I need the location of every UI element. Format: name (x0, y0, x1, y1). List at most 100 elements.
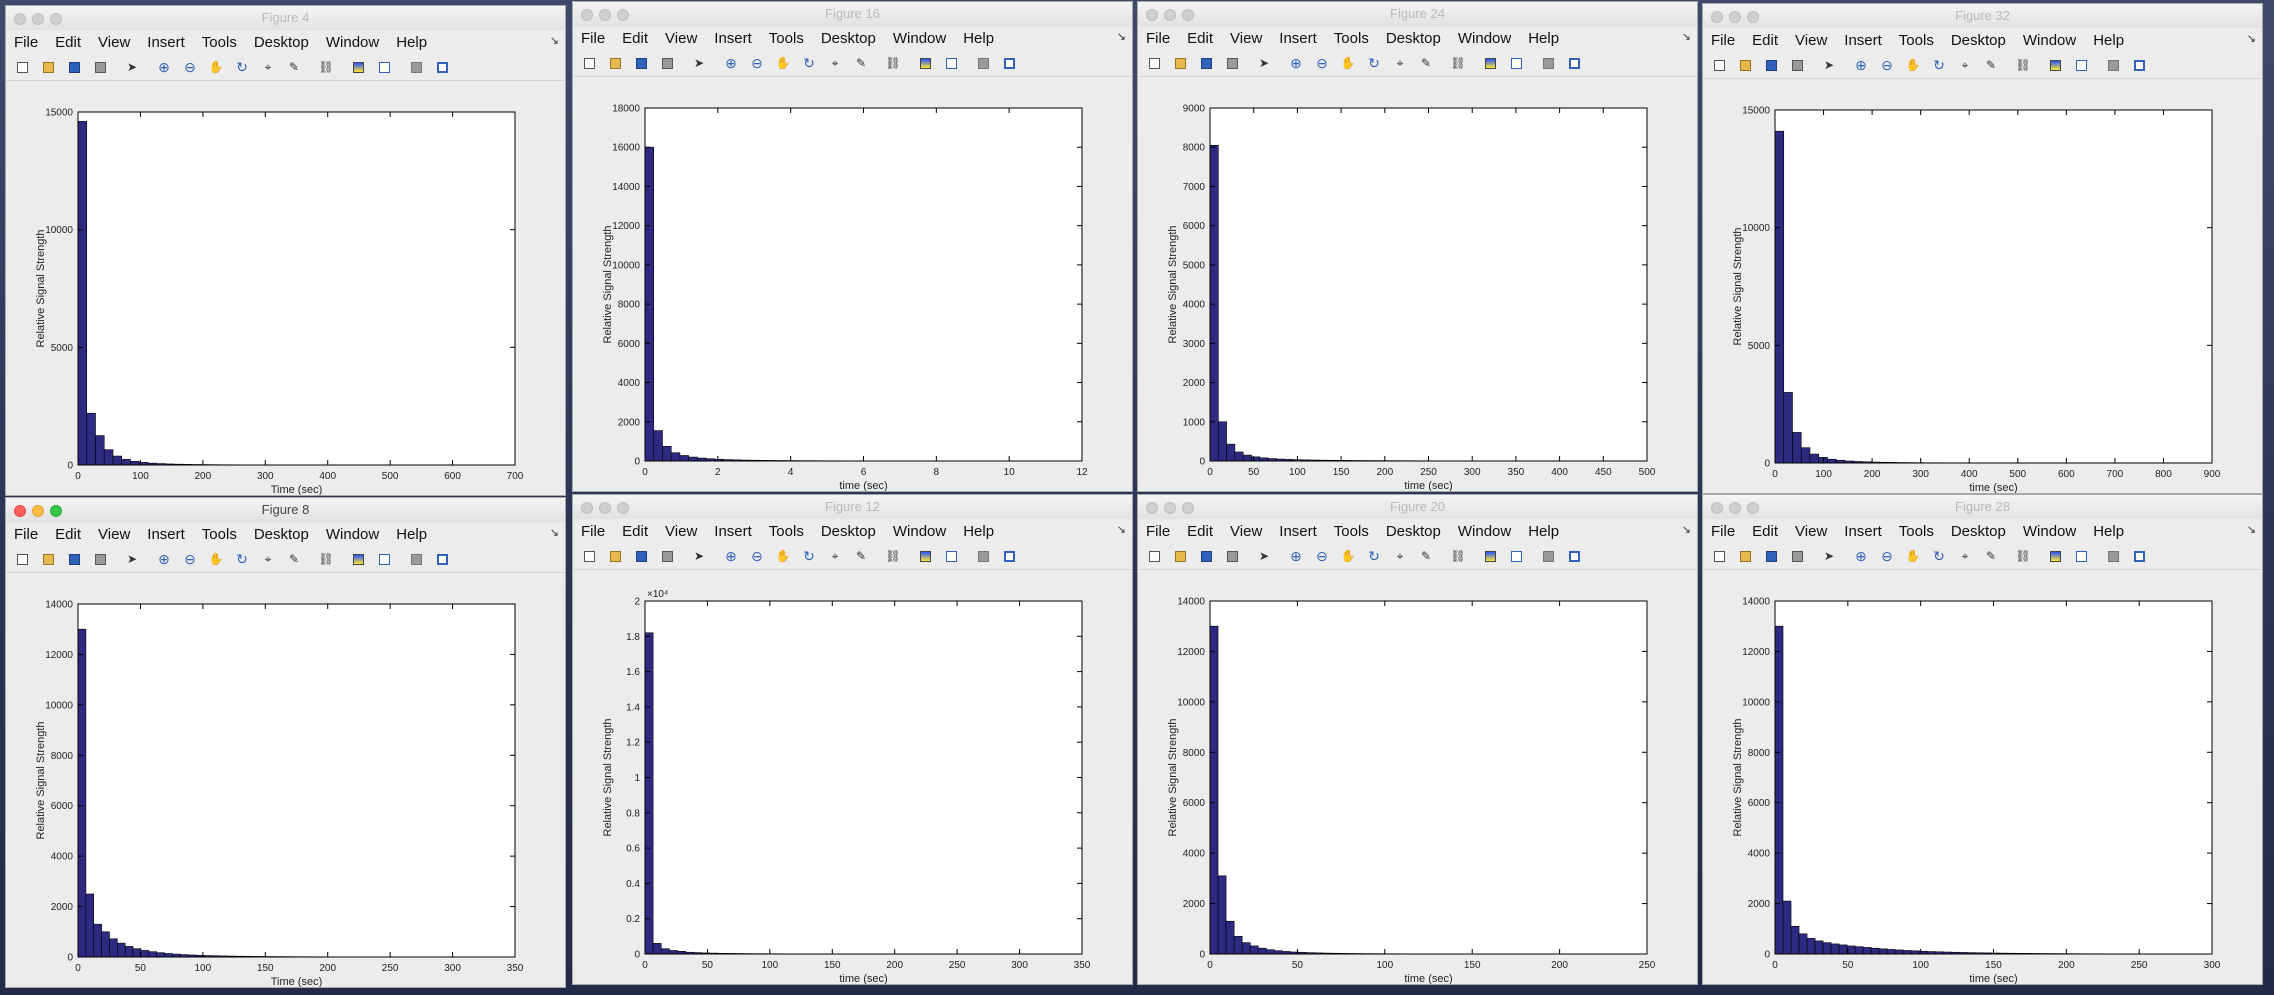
minimize-button[interactable] (1729, 11, 1741, 23)
new-figure-icon[interactable] (1146, 548, 1162, 564)
open-file-icon[interactable] (1172, 55, 1188, 71)
title-bar[interactable]: Figure 8 (6, 498, 565, 522)
menu-insert[interactable]: Insert (1844, 31, 1882, 49)
edit-plot-arrow-icon[interactable]: ➤ (693, 56, 705, 70)
menu-insert[interactable]: Insert (714, 29, 752, 47)
menu-window[interactable]: Window (1457, 29, 1512, 47)
menu-window[interactable]: Window (325, 525, 380, 543)
new-figure-icon[interactable] (14, 59, 30, 75)
hide-plot-tools-icon[interactable] (1540, 55, 1556, 71)
brush-icon[interactable]: ✎ (1420, 56, 1432, 70)
colorbar-icon[interactable] (1482, 548, 1498, 564)
menu-help[interactable]: Help (963, 522, 995, 540)
open-file-icon[interactable] (1172, 548, 1188, 564)
data-cursor-icon[interactable]: ⌖ (264, 552, 272, 566)
edit-plot-arrow-icon[interactable]: ➤ (1823, 58, 1835, 72)
menu-window[interactable]: Window (892, 522, 947, 540)
menu-view[interactable]: View (665, 29, 698, 47)
zoom-button[interactable] (1747, 502, 1759, 514)
new-figure-icon[interactable] (1711, 548, 1727, 564)
menu-window[interactable]: Window (325, 33, 380, 51)
link-plot-icon[interactable]: ⛓ (318, 552, 334, 566)
dock-arrow-icon[interactable]: ↘ (549, 527, 559, 539)
menu-desktop[interactable]: Desktop (1385, 522, 1441, 540)
brush-icon[interactable]: ✎ (1985, 58, 1997, 72)
title-bar[interactable]: Figure 20 (1138, 495, 1697, 519)
save-icon[interactable] (1763, 548, 1779, 564)
zoom-in-icon[interactable]: ⊕ (725, 55, 737, 71)
close-button[interactable] (14, 13, 26, 25)
figure-window-5[interactable]: Figure 8 File Edit View Insert Tools Des… (5, 497, 566, 988)
menu-file[interactable]: File (1146, 522, 1171, 540)
dock-arrow-icon[interactable]: ↘ (2246, 33, 2256, 45)
figure-window-3[interactable]: Figure 24 File Edit View Insert Tools De… (1137, 1, 1698, 492)
title-bar[interactable]: Figure 16 (573, 2, 1132, 26)
menu-view[interactable]: View (1795, 31, 1828, 49)
dock-arrow-icon[interactable]: ↘ (1681, 524, 1691, 536)
menu-desktop[interactable]: Desktop (1950, 31, 2006, 49)
legend-icon[interactable] (943, 548, 959, 564)
title-bar[interactable]: Figure 12 (573, 495, 1132, 519)
zoom-in-icon[interactable]: ⊕ (158, 551, 170, 567)
menu-file[interactable]: File (581, 29, 606, 47)
pan-hand-icon[interactable]: ✋ (775, 549, 791, 563)
colorbar-icon[interactable] (350, 59, 366, 75)
zoom-button[interactable] (1182, 9, 1194, 21)
hide-plot-tools-icon[interactable] (975, 548, 991, 564)
data-cursor-icon[interactable]: ⌖ (1396, 549, 1404, 563)
brush-icon[interactable]: ✎ (288, 552, 300, 566)
show-plot-tools-icon[interactable] (1001, 55, 1017, 71)
rotate-3d-icon[interactable]: ↻ (236, 551, 248, 567)
menu-edit[interactable]: Edit (55, 33, 82, 51)
show-plot-tools-icon[interactable] (1566, 55, 1582, 71)
data-cursor-icon[interactable]: ⌖ (1396, 56, 1404, 70)
menu-desktop[interactable]: Desktop (1385, 29, 1441, 47)
menu-tools[interactable]: Tools (1898, 31, 1934, 49)
print-icon[interactable] (1789, 548, 1805, 564)
menu-view[interactable]: View (1230, 29, 1263, 47)
colorbar-icon[interactable] (2047, 548, 2063, 564)
legend-icon[interactable] (2073, 57, 2089, 73)
legend-icon[interactable] (2073, 548, 2089, 564)
colorbar-icon[interactable] (2047, 57, 2063, 73)
show-plot-tools-icon[interactable] (434, 551, 450, 567)
menu-edit[interactable]: Edit (1752, 31, 1779, 49)
data-cursor-icon[interactable]: ⌖ (1961, 549, 1969, 563)
menu-view[interactable]: View (1795, 522, 1828, 540)
open-file-icon[interactable] (607, 548, 623, 564)
figure-window-7[interactable]: Figure 20 File Edit View Insert Tools De… (1137, 494, 1698, 985)
hide-plot-tools-icon[interactable] (408, 551, 424, 567)
figure-window-8[interactable]: Figure 28 File Edit View Insert Tools De… (1702, 494, 2263, 985)
legend-icon[interactable] (376, 59, 392, 75)
pan-hand-icon[interactable]: ✋ (1340, 56, 1356, 70)
data-cursor-icon[interactable]: ⌖ (831, 549, 839, 563)
menu-file[interactable]: File (1711, 31, 1736, 49)
zoom-in-icon[interactable]: ⊕ (725, 548, 737, 564)
brush-icon[interactable]: ✎ (288, 60, 300, 74)
legend-icon[interactable] (376, 551, 392, 567)
colorbar-icon[interactable] (917, 548, 933, 564)
link-plot-icon[interactable]: ⛓ (1450, 549, 1466, 563)
menu-insert[interactable]: Insert (147, 33, 185, 51)
minimize-button[interactable] (1164, 502, 1176, 514)
figure-window-1[interactable]: Figure 4 File Edit View Insert Tools Des… (5, 5, 566, 496)
menu-tools[interactable]: Tools (1333, 522, 1369, 540)
title-bar[interactable]: Figure 24 (1138, 2, 1697, 26)
menu-help[interactable]: Help (2093, 522, 2125, 540)
open-file-icon[interactable] (40, 551, 56, 567)
hide-plot-tools-icon[interactable] (1540, 548, 1556, 564)
menu-file[interactable]: File (1146, 29, 1171, 47)
zoom-button[interactable] (50, 505, 62, 517)
menu-edit[interactable]: Edit (55, 525, 82, 543)
open-file-icon[interactable] (40, 59, 56, 75)
zoom-button[interactable] (617, 9, 629, 21)
menu-tools[interactable]: Tools (1898, 522, 1934, 540)
show-plot-tools-icon[interactable] (1566, 548, 1582, 564)
print-icon[interactable] (659, 55, 675, 71)
link-plot-icon[interactable]: ⛓ (2015, 549, 2031, 563)
pan-hand-icon[interactable]: ✋ (208, 552, 224, 566)
edit-plot-arrow-icon[interactable]: ➤ (1823, 549, 1835, 563)
new-figure-icon[interactable] (1146, 55, 1162, 71)
edit-plot-arrow-icon[interactable]: ➤ (1258, 56, 1270, 70)
show-plot-tools-icon[interactable] (2131, 548, 2147, 564)
